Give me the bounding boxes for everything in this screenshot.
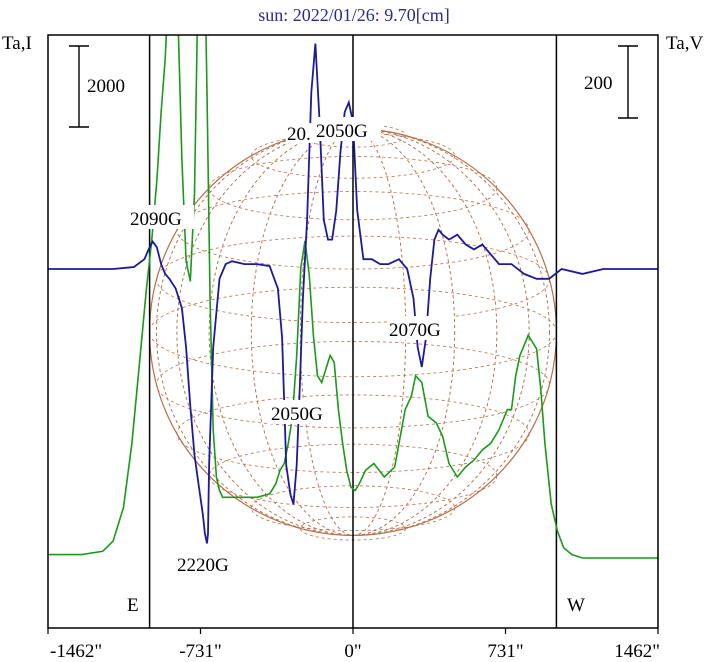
x-tick-label: 1462" [614, 641, 660, 662]
left-scale-label: 2000 [87, 76, 125, 97]
source-label-2050g-bottom: 2050G [271, 404, 323, 425]
source-label-2050g-top: 2050G [316, 121, 368, 142]
west-limb-label: W [567, 595, 585, 616]
x-tick-label: 0" [344, 641, 361, 662]
right-scale-label: 200 [584, 73, 613, 94]
polarization-curve [48, 43, 658, 544]
source-label-2220g: 2220G [177, 555, 229, 576]
east-limb-label: E [127, 595, 139, 616]
x-tick-label: -1462" [50, 641, 102, 662]
intensity-curve [48, 35, 658, 559]
left-scale-bar [69, 45, 89, 128]
right-axis-label: Ta,V [666, 33, 703, 54]
right-scale-bar [618, 45, 638, 119]
x-tick-label: -731" [179, 641, 222, 662]
x-axis: -1462" -731" 0" 731" 1462" [47, 628, 660, 662]
chart-title: sun: 2022/01/26: 9.70[cm] [258, 5, 450, 25]
x-tick-label: 731" [487, 641, 523, 662]
left-axis-label: Ta,I [2, 33, 32, 54]
source-label-2050g-partial: 20. [287, 124, 311, 145]
feature-labels: 20. 2050G 2090G 2070G 2050G 2220G [128, 117, 454, 576]
source-label-2090g: 2090G [130, 209, 182, 230]
source-label-2070g: 2070G [389, 320, 441, 341]
